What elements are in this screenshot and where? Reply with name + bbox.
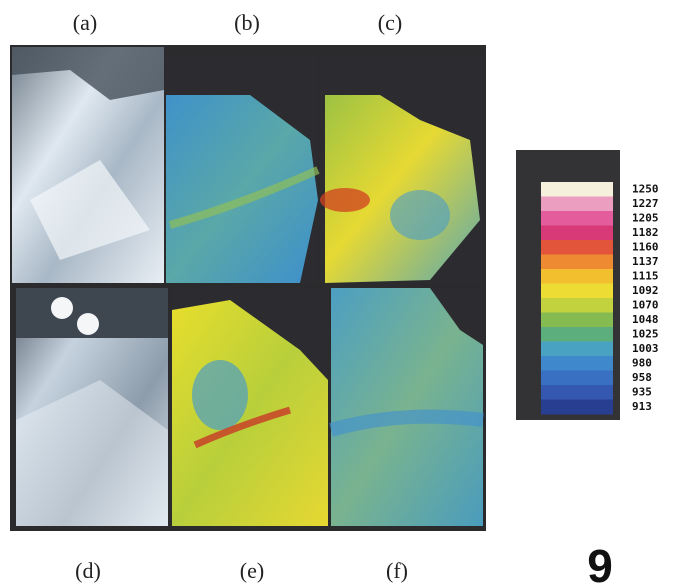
colorbar-swatch <box>541 284 613 299</box>
colorbar-label: 980 <box>632 356 652 369</box>
colorbar-label: 1115 <box>632 269 659 282</box>
panel-label: (f) <box>386 558 408 583</box>
colorbar-swatch <box>541 371 613 386</box>
colorbar-swatch <box>541 226 613 241</box>
colorbar-label: 1070 <box>632 298 659 311</box>
colorbar-swatch <box>541 385 613 400</box>
colorbar-label: 913 <box>632 400 652 413</box>
colorbar-label: 1205 <box>632 211 659 224</box>
colorbar-label: 958 <box>632 371 652 384</box>
colorbar-label: 1227 <box>632 197 659 210</box>
figure-number: 9 <box>587 540 613 587</box>
panel-label: (b) <box>234 10 260 35</box>
colorbar-swatch <box>541 197 613 212</box>
colorbar-label: 1250 <box>632 182 659 195</box>
panel-label: (e) <box>240 558 264 583</box>
image-mosaic <box>10 45 486 531</box>
colorbar-label: 1092 <box>632 284 659 297</box>
colorbar-label: 1025 <box>632 327 659 340</box>
colorbar-swatch <box>541 298 613 313</box>
panel-label: (c) <box>378 10 402 35</box>
colorbar-label: 1137 <box>632 255 659 268</box>
colorbar-label: 1160 <box>632 240 659 253</box>
colorbar-swatch <box>541 400 613 415</box>
colorbar-swatch <box>541 327 613 342</box>
panel-label: (a) <box>73 10 97 35</box>
colorbar-swatch <box>541 211 613 226</box>
colorbar-label: 1182 <box>632 226 659 239</box>
panel-label: (d) <box>75 558 101 583</box>
colorbar-swatch <box>541 269 613 284</box>
colorbar-swatch <box>541 255 613 270</box>
colorbar-swatch <box>541 342 613 357</box>
figure: (a) (b) (c) (d) (e) (f) <box>0 0 680 587</box>
colorbar-swatch <box>541 313 613 328</box>
colorbar-swatch <box>541 182 613 197</box>
colorbar-swatch <box>541 240 613 255</box>
colorbar-label: 935 <box>632 385 652 398</box>
colorbar-label: 1048 <box>632 313 659 326</box>
colorbar-label: 1003 <box>632 342 659 355</box>
colorbar-swatch <box>541 356 613 371</box>
